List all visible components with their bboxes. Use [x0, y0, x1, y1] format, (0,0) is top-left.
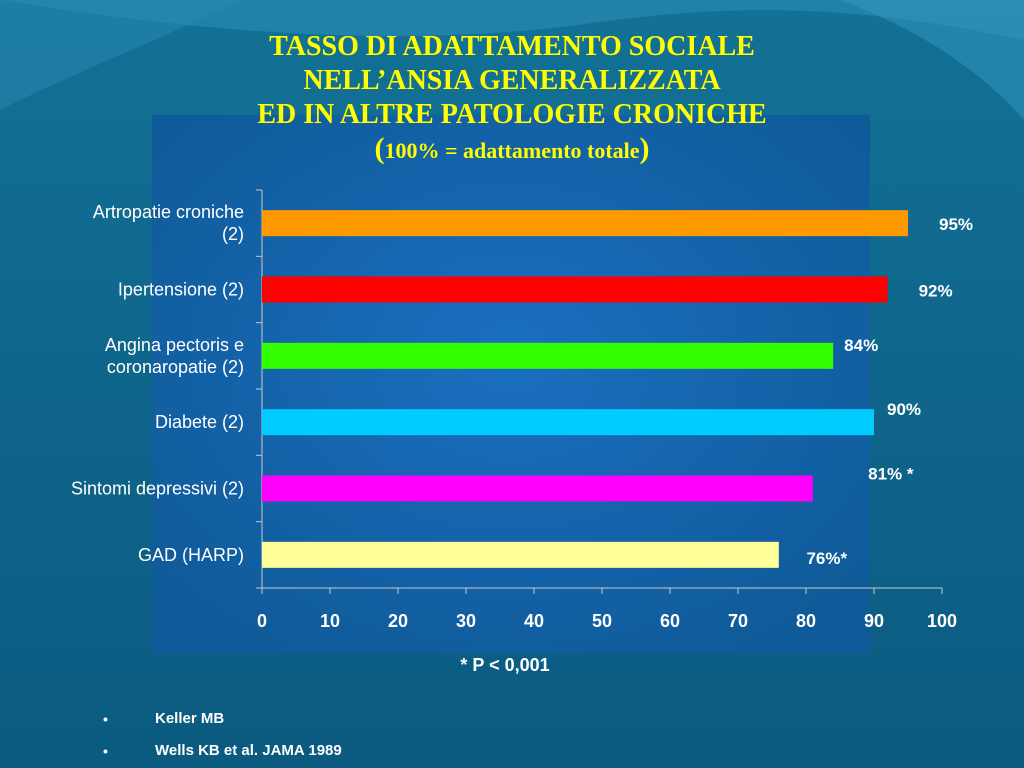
- category-label-line: GAD (HARP): [138, 545, 244, 565]
- title-line-3: ED IN ALTRE PATOLOGIE CRONICHE: [257, 99, 767, 130]
- category-label-line: Angina pectoris e: [105, 335, 244, 355]
- category-label: Ipertensione (2): [118, 280, 244, 300]
- title-subtitle: (100% = adattamento totale): [0, 132, 1024, 168]
- category-label-line: (2): [222, 224, 244, 244]
- x-tick-label: 30: [456, 611, 476, 631]
- category-label-line: Artropatie croniche: [93, 202, 244, 222]
- reference-item: Keller MB: [100, 703, 342, 735]
- bar: [262, 342, 834, 369]
- category-label-line: Ipertensione (2): [118, 280, 244, 300]
- title-line-1: TASSO DI ADATTAMENTO SOCIALE: [269, 31, 755, 62]
- category-label-line: Diabete (2): [155, 412, 244, 432]
- category-label: Sintomi depressivi (2): [71, 479, 244, 499]
- x-tick-label: 100: [927, 611, 957, 631]
- category-label: GAD (HARP): [138, 545, 244, 565]
- x-tick-label: 80: [796, 611, 816, 631]
- bar: [262, 475, 813, 502]
- bar: [262, 541, 779, 568]
- data-label: 90%: [887, 400, 921, 419]
- x-tick-label: 60: [660, 611, 680, 631]
- wave-decoration: [0, 0, 240, 110]
- subtitle-close-paren: ): [639, 132, 650, 165]
- category-label: Diabete (2): [155, 412, 244, 432]
- x-tick-label: 90: [864, 611, 884, 631]
- x-tick-label: 10: [320, 611, 340, 631]
- x-tick-label: 50: [592, 611, 612, 631]
- references-list: Keller MB Wells KB et al. JAMA 1989: [100, 703, 342, 767]
- data-label: 92%: [919, 282, 953, 301]
- data-label: 76%*: [806, 549, 847, 568]
- x-tick-label: 20: [388, 611, 408, 631]
- wave-decoration: [0, 0, 1024, 40]
- bar: [262, 210, 908, 237]
- bar: [262, 409, 874, 436]
- category-label: Angina pectoris e coronaropatie (2): [105, 335, 244, 377]
- category-label-line: coronaropatie (2): [107, 357, 244, 377]
- reference-item: Wells KB et al. JAMA 1989: [100, 735, 342, 767]
- wave-decoration: [840, 0, 1024, 120]
- subtitle-open-paren: (: [374, 132, 385, 165]
- x-tick-label: 0: [257, 611, 267, 631]
- bar: [262, 276, 888, 303]
- data-label: 84%: [844, 336, 878, 355]
- x-tick-label: 40: [524, 611, 544, 631]
- category-label: Artropatie croniche (2): [93, 202, 244, 244]
- footnote: * P < 0,001: [460, 655, 550, 675]
- title-line-2: NELL’ANSIA GENERALIZZATA: [303, 65, 721, 96]
- data-label: 95%: [939, 215, 973, 234]
- data-label: 81% *: [868, 465, 914, 484]
- x-tick-label: 70: [728, 611, 748, 631]
- subtitle-text: 100% = adattamento totale: [384, 138, 640, 163]
- slide-title: TASSO DI ADATTAMENTO SOCIALE NELL’ANSIA …: [0, 30, 1024, 168]
- category-label-line: Sintomi depressivi (2): [71, 479, 244, 499]
